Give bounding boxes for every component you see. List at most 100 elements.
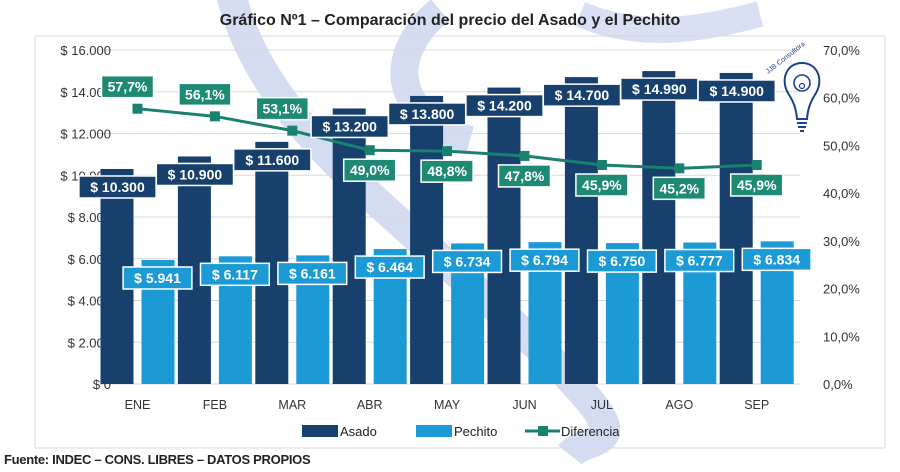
- y-left-tick: $ 2.000: [68, 335, 111, 350]
- y-right-tick: 60,0%: [823, 91, 860, 106]
- legend-swatch-asado: [302, 425, 338, 437]
- point-diferencia: [209, 111, 220, 122]
- x-tick: SEP: [744, 398, 769, 412]
- label-asado: $ 13.800: [400, 106, 455, 122]
- label-pechito-box: [431, 249, 503, 274]
- y-right-tick: 70,0%: [823, 43, 860, 58]
- point-diferencia: [132, 103, 143, 114]
- y-left-tick: $ 16.000: [60, 43, 111, 58]
- label-pechito-box: [586, 249, 658, 273]
- point-diferencia: [596, 159, 607, 170]
- label-asado: $ 13.200: [322, 118, 377, 134]
- y-left-tick: $ 8.000: [68, 210, 111, 225]
- label-diferencia-box: [255, 96, 310, 121]
- point-diferencia: [442, 146, 453, 157]
- label-diferencia: 45,9%: [582, 177, 622, 193]
- y-left-tick: $ 12.000: [60, 127, 111, 142]
- label-diferencia-box: [178, 82, 232, 107]
- label-asado: $ 14.700: [555, 87, 610, 103]
- logo-text: JJB Consultora: [765, 41, 807, 76]
- y-right-tick: 40,0%: [823, 186, 860, 201]
- label-diferencia-box: [497, 164, 552, 188]
- x-tick: FEB: [203, 398, 227, 412]
- label-asado-box: [78, 175, 157, 199]
- x-tick: JUN: [512, 398, 536, 412]
- chart-frame: [34, 35, 886, 449]
- x-tick: JUL: [591, 398, 613, 412]
- label-pechito-box: [509, 248, 580, 272]
- point-diferencia: [519, 150, 530, 161]
- bar-asado: [564, 77, 598, 384]
- label-diferencia-box: [729, 173, 784, 197]
- label-pechito: $ 6.777: [676, 253, 723, 269]
- x-tick: MAR: [278, 398, 306, 412]
- label-diferencia-box: [575, 173, 629, 197]
- label-pechito-box: [354, 255, 425, 279]
- label-asado-box: [232, 148, 312, 172]
- bar-asado: [410, 95, 444, 385]
- y-right-tick: 10,0%: [823, 329, 860, 344]
- y-right-tick: 20,0%: [823, 282, 860, 297]
- label-asado: $ 14.200: [477, 98, 532, 114]
- label-diferencia: 48,8%: [427, 163, 467, 179]
- bar-asado: [487, 87, 521, 384]
- label-diferencia: 45,2%: [659, 180, 699, 196]
- label-diferencia-box: [652, 176, 707, 201]
- label-diferencia: 49,0%: [350, 162, 390, 178]
- label-asado-box: [310, 114, 390, 139]
- label-pechito: $ 6.834: [753, 251, 800, 267]
- source-note: Fuente: INDEC – CONS. LIBRES – DATOS PRO…: [4, 452, 311, 467]
- label-diferencia: 45,9%: [737, 177, 777, 193]
- label-pechito: $ 6.734: [444, 253, 491, 269]
- label-asado: $ 10.900: [168, 167, 223, 183]
- x-tick: MAY: [434, 398, 461, 412]
- y-left-tick: $ 14.000: [60, 85, 111, 100]
- bar-asado: [332, 108, 366, 384]
- label-asado: $ 11.600: [245, 152, 299, 168]
- x-tick: ABR: [357, 398, 383, 412]
- label-pechito: $ 5.941: [134, 270, 181, 286]
- chart-title: Gráfico Nº1 – Comparación del precio del…: [220, 12, 681, 29]
- label-pechito-box: [199, 262, 271, 287]
- legend-label: Asado: [340, 424, 377, 439]
- label-asado: $ 14.900: [709, 83, 764, 99]
- label-diferencia: 53,1%: [262, 101, 302, 117]
- x-tick: AGO: [665, 398, 693, 412]
- y-right-tick: 30,0%: [823, 234, 860, 249]
- y-right-tick: 0,0%: [823, 377, 853, 392]
- logo: [783, 61, 821, 132]
- bar-asado: [719, 72, 753, 385]
- label-pechito-box: [741, 247, 812, 272]
- label-pechito-box: [277, 261, 348, 286]
- label-pechito: $ 6.750: [599, 253, 646, 269]
- legend-label: Diferencia: [561, 424, 620, 439]
- label-diferencia: 56,1%: [185, 86, 225, 102]
- label-pechito-box: [122, 266, 193, 290]
- point-diferencia: [287, 125, 298, 136]
- bar-asado: [642, 71, 676, 385]
- point-diferencia: [751, 159, 762, 170]
- label-pechito: $ 6.117: [212, 266, 258, 282]
- label-diferencia: 57,7%: [108, 79, 148, 95]
- label-asado-box: [697, 79, 777, 103]
- legend-label: Pechito: [454, 424, 497, 439]
- label-diferencia: 47,8%: [505, 168, 545, 184]
- y-left-tick: $ 4.000: [68, 294, 111, 309]
- y-left-tick: $ 6.000: [68, 252, 111, 267]
- label-diferencia-box: [100, 74, 155, 99]
- label-asado: $ 14.990: [632, 81, 687, 97]
- point-diferencia: [364, 145, 375, 156]
- label-diferencia-box: [420, 159, 474, 183]
- label-pechito: $ 6.794: [521, 252, 568, 268]
- legend-marker: [538, 426, 548, 436]
- legend-swatch-pechito: [416, 425, 452, 437]
- label-pechito-box: [664, 248, 735, 273]
- label-asado: $ 10.300: [90, 179, 145, 195]
- label-pechito: $ 6.161: [289, 265, 336, 281]
- label-asado-box: [155, 162, 235, 187]
- label-pechito: $ 6.464: [366, 259, 413, 275]
- label-diferencia-box: [342, 158, 397, 182]
- y-right-tick: 50,0%: [823, 138, 860, 153]
- x-tick: ENE: [125, 398, 151, 412]
